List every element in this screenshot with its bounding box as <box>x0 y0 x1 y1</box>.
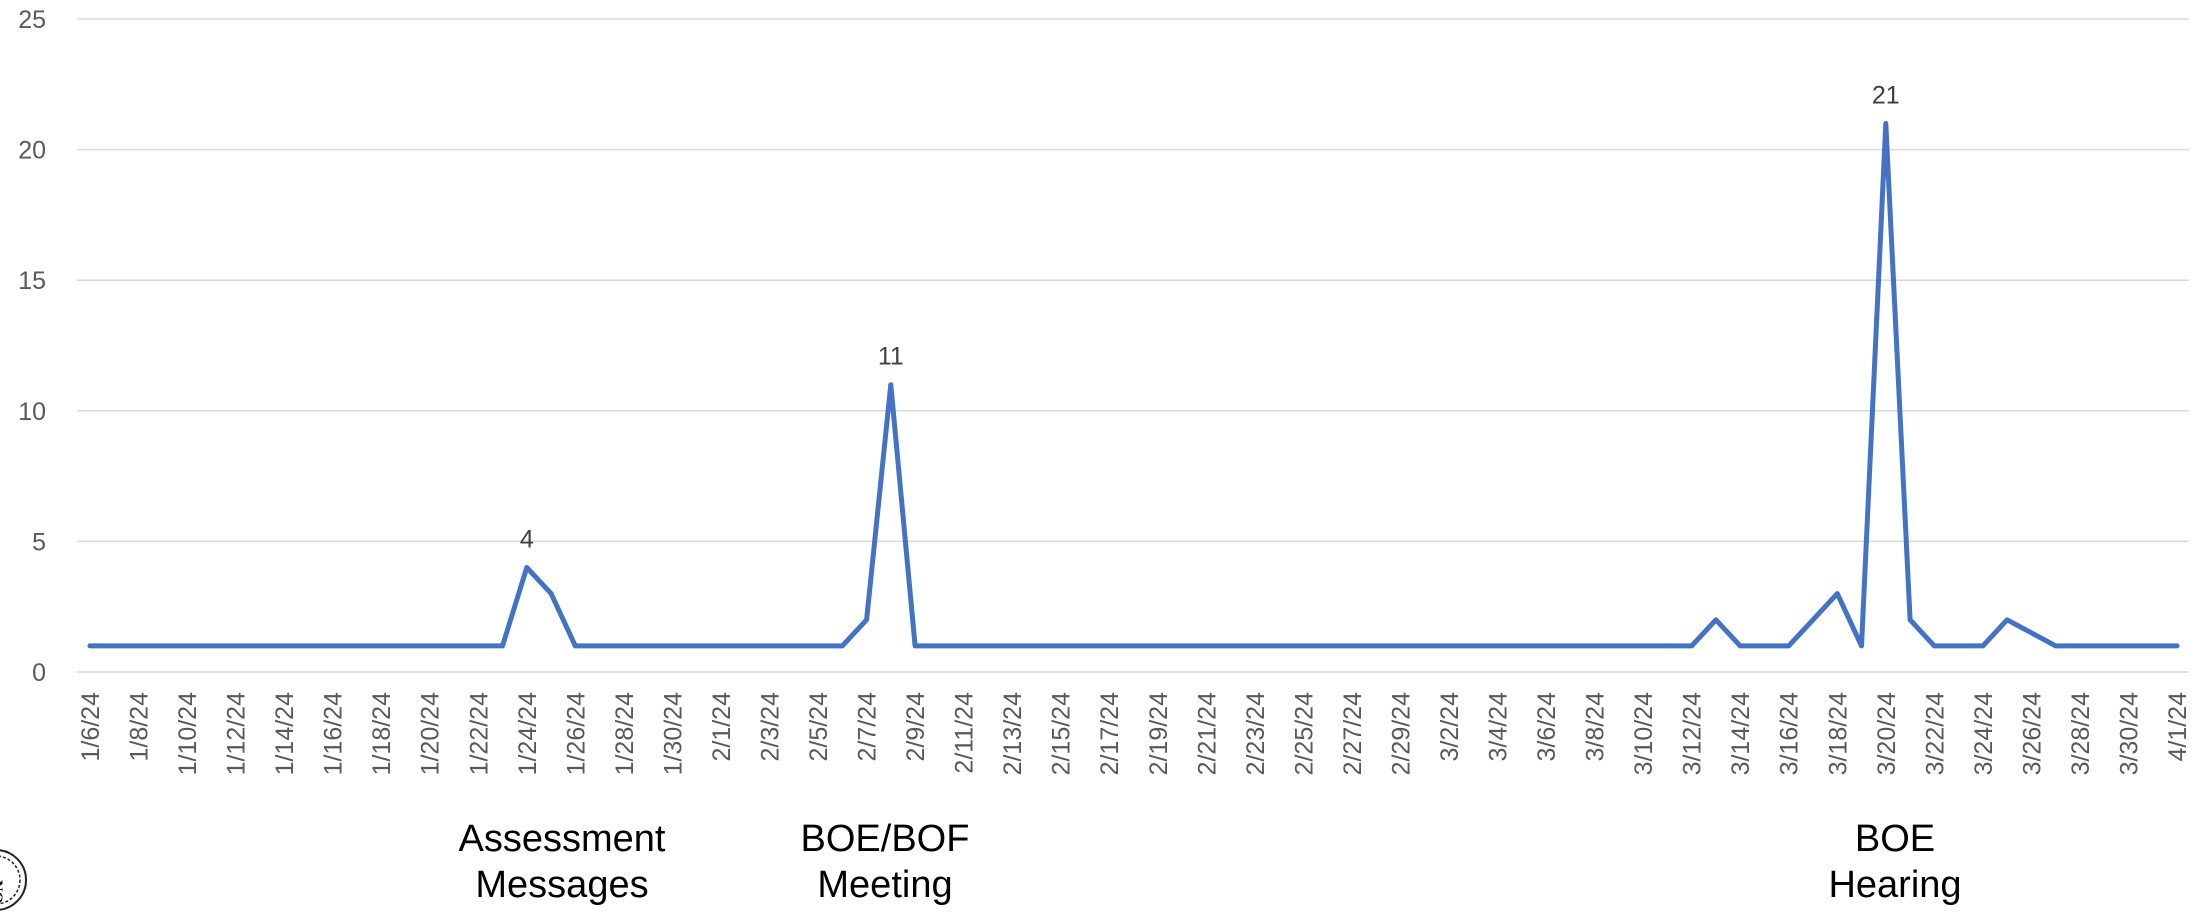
x-tick-label: 3/10/24 <box>1630 692 1658 776</box>
x-tick-label: 2/7/24 <box>854 692 882 762</box>
x-tick-label: 2/5/24 <box>805 692 833 762</box>
x-tick-label: 3/16/24 <box>1776 692 1804 776</box>
x-tick-label: 2/27/24 <box>1339 692 1367 776</box>
x-tick-label: 3/30/24 <box>2115 692 2143 776</box>
x-tick-label: 1/14/24 <box>271 692 299 776</box>
x-tick-label: 3/20/24 <box>1873 692 1901 776</box>
x-tick-label: 1/12/24 <box>223 692 251 776</box>
x-tick-label: 2/1/24 <box>708 692 736 762</box>
x-tick-label: 2/11/24 <box>951 692 979 774</box>
x-tick-label: 2/19/24 <box>1145 692 1173 776</box>
x-tick-label: 1/16/24 <box>320 692 348 776</box>
x-tick-label: 1/30/24 <box>659 692 687 776</box>
gridlines <box>77 18 2189 673</box>
y-tick-label: 10 <box>18 398 46 426</box>
y-tick-label: 25 <box>18 6 46 34</box>
series-layer <box>87 121 2180 649</box>
x-tick-label: 2/9/24 <box>902 692 930 762</box>
y-tick-label: 0 <box>32 659 46 687</box>
y-axis-tick-labels: 0 5 10 15 20 25 <box>18 6 46 687</box>
data-label: 21 <box>1872 81 1900 109</box>
annotation-boe-hearing: BOE Hearing <box>1828 818 1962 906</box>
x-tick-label: 4/1/24 <box>2164 692 2192 762</box>
x-tick-label: 3/14/24 <box>1727 692 1755 776</box>
y-tick-label: 15 <box>18 267 46 295</box>
x-tick-label: 1/18/24 <box>368 692 396 776</box>
x-tick-label: 1/24/24 <box>514 692 542 776</box>
annotation-boe-bof-meeting: BOE/BOF Meeting <box>800 818 970 906</box>
x-tick-label: 3/22/24 <box>1921 692 1949 776</box>
x-tick-label: 1/10/24 <box>174 692 202 776</box>
data-label: 4 <box>520 526 534 554</box>
data-labels: 4 11 21 <box>520 81 1900 553</box>
x-tick-label: 2/23/24 <box>1242 692 1270 776</box>
seal-text: NO <box>0 880 5 904</box>
x-tick-label: 2/17/24 <box>1096 692 1124 776</box>
x-tick-label: 3/2/24 <box>1436 692 1464 762</box>
seal-icon: NO <box>0 849 27 911</box>
x-tick-label: 3/4/24 <box>1485 692 1513 762</box>
y-tick-label: 20 <box>18 137 46 165</box>
x-axis-tick-labels: 1/6/24 1/8/24 1/10/24 1/12/24 1/14/24 1/16/24… <box>77 692 2192 776</box>
x-tick-label: 2/21/24 <box>1193 692 1221 776</box>
x-tick-label: 2/25/24 <box>1290 692 1318 776</box>
x-tick-label: 3/8/24 <box>1582 692 1610 762</box>
x-tick-label: 1/20/24 <box>417 692 445 776</box>
x-tick-label: 1/8/24 <box>126 692 154 762</box>
x-tick-label: 2/3/24 <box>756 692 784 762</box>
annotation-assessment-messages: Assessment Messages <box>458 818 666 906</box>
x-tick-label: 2/13/24 <box>999 692 1027 776</box>
series-line-0 <box>87 121 2180 649</box>
x-tick-label: 3/28/24 <box>2067 692 2095 776</box>
x-tick-label: 3/26/24 <box>2018 692 2046 776</box>
x-tick-label: 1/22/24 <box>465 692 493 776</box>
x-tick-label: 2/15/24 <box>1048 692 1076 776</box>
x-tick-label: 3/18/24 <box>1824 692 1852 776</box>
x-tick-label: 1/28/24 <box>611 692 639 776</box>
x-tick-label: 3/6/24 <box>1533 692 1561 762</box>
data-label: 11 <box>878 343 904 371</box>
x-tick-label: 2/29/24 <box>1387 692 1415 776</box>
x-tick-label: 1/26/24 <box>562 692 590 776</box>
x-tick-label: 1/6/24 <box>77 692 105 762</box>
x-tick-label: 3/12/24 <box>1679 692 1707 776</box>
y-tick-label: 5 <box>32 528 46 556</box>
x-tick-label: 3/24/24 <box>1970 692 1998 776</box>
